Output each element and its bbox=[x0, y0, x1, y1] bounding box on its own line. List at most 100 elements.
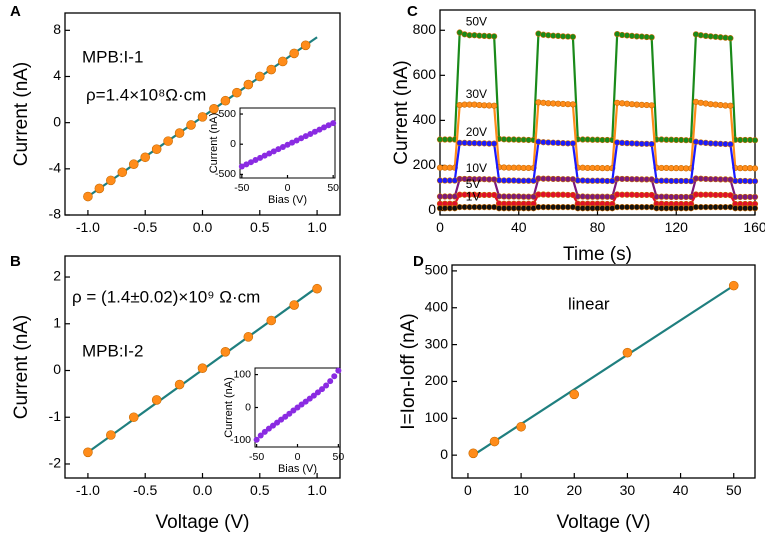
data-point bbox=[727, 35, 734, 42]
y-tick-label: 4 bbox=[53, 67, 61, 83]
data-point bbox=[286, 410, 293, 417]
data-point bbox=[252, 157, 259, 164]
x-tick-label: 0.5 bbox=[250, 219, 270, 235]
data-point bbox=[569, 389, 580, 400]
data-point bbox=[489, 436, 500, 447]
data-point bbox=[298, 135, 305, 142]
y-tick-label: 0 bbox=[245, 401, 251, 413]
y-tick-label: 800 bbox=[413, 21, 437, 37]
y-tick-label: 400 bbox=[425, 298, 449, 314]
x-tick-label: 10 bbox=[513, 482, 529, 498]
annotation: linear bbox=[568, 294, 610, 313]
y-tick-label: -2 bbox=[49, 455, 62, 471]
data-point bbox=[468, 448, 479, 459]
data-point bbox=[331, 373, 338, 380]
data-point bbox=[687, 178, 695, 185]
plot-frame bbox=[439, 9, 756, 216]
x-tick-label: -0.5 bbox=[133, 219, 157, 235]
data-point bbox=[648, 34, 655, 41]
series-label: 10V bbox=[466, 161, 487, 175]
data-point bbox=[243, 79, 254, 90]
y-tick-label: 100 bbox=[425, 409, 449, 425]
data-point bbox=[648, 140, 655, 148]
y-tick-label: -500 bbox=[215, 168, 236, 180]
x-tick-label: -50 bbox=[249, 451, 264, 463]
series-label: 1V bbox=[466, 189, 481, 203]
data-point bbox=[314, 389, 321, 396]
y-tick-label: 100 bbox=[233, 368, 251, 380]
data-point bbox=[751, 165, 759, 172]
data-point bbox=[648, 191, 655, 199]
data-point bbox=[232, 87, 242, 98]
annotation: ρ=1.4×10⁸Ω·cm bbox=[86, 85, 206, 104]
data-point bbox=[289, 48, 299, 59]
data-point bbox=[569, 176, 576, 183]
data-point bbox=[261, 152, 268, 159]
data-point bbox=[106, 175, 116, 186]
data-point bbox=[106, 430, 116, 440]
y-axis-label: Current (nA) bbox=[223, 377, 235, 438]
data-point bbox=[238, 163, 245, 170]
x-tick-label: 0 bbox=[464, 482, 472, 498]
data-point bbox=[266, 315, 277, 326]
data-point bbox=[140, 152, 151, 163]
data-point bbox=[491, 191, 498, 199]
data-point bbox=[569, 140, 576, 147]
x-tick-label: 1.0 bbox=[307, 482, 327, 498]
data-point bbox=[270, 148, 277, 155]
data-point bbox=[323, 382, 330, 389]
data-point bbox=[622, 347, 633, 358]
data-point bbox=[243, 332, 254, 342]
panel-label: C bbox=[407, 3, 418, 20]
series-label: 30V bbox=[466, 87, 487, 101]
y-axis-label: Current (nA) bbox=[208, 113, 220, 174]
y-tick-label: 600 bbox=[413, 66, 437, 82]
x-axis-label: Bias (V) bbox=[278, 463, 317, 475]
x-tick-label: -50 bbox=[234, 182, 249, 194]
data-point bbox=[293, 137, 300, 144]
y-axis-label: Current (nA) bbox=[11, 62, 32, 167]
y-tick-label: 0 bbox=[53, 113, 61, 129]
data-point bbox=[151, 395, 162, 405]
x-tick-label: 20 bbox=[566, 482, 582, 498]
y-tick-label: -100 bbox=[230, 434, 251, 446]
data-point bbox=[319, 386, 326, 393]
panel-label: A bbox=[10, 3, 21, 20]
data-point bbox=[307, 130, 314, 137]
y-axis-label: Current (nA) bbox=[11, 315, 32, 420]
data-point bbox=[247, 159, 254, 166]
data-point bbox=[325, 122, 332, 129]
data-point bbox=[569, 191, 576, 199]
data-point bbox=[327, 378, 334, 385]
data-point bbox=[277, 56, 288, 67]
data-point bbox=[186, 120, 196, 130]
data-point bbox=[491, 33, 498, 40]
data-point bbox=[151, 144, 162, 155]
data-point bbox=[321, 124, 328, 131]
data-point bbox=[289, 300, 299, 310]
y-tick-label: 500 bbox=[218, 108, 236, 120]
data-point bbox=[751, 137, 759, 144]
y-tick-label: 500 bbox=[425, 262, 449, 278]
data-point bbox=[220, 95, 231, 106]
x-tick-label: 50 bbox=[726, 482, 742, 498]
y-axis-label: Current (nA) bbox=[391, 60, 412, 165]
x-tick-label: 0 bbox=[285, 182, 291, 194]
data-point bbox=[727, 141, 734, 148]
data-point bbox=[727, 192, 734, 199]
data-point bbox=[197, 363, 208, 373]
data-point bbox=[83, 191, 93, 202]
y-tick-label: 1 bbox=[53, 314, 61, 330]
y-axis-label: I=Ion-Ioff (nA) bbox=[398, 313, 419, 429]
data-point bbox=[310, 392, 317, 399]
panel-label: B bbox=[10, 253, 21, 270]
data-point bbox=[311, 128, 318, 135]
x-tick-label: -1.0 bbox=[76, 219, 100, 235]
data-point bbox=[209, 104, 219, 114]
series-label: 50V bbox=[466, 15, 487, 29]
panel-label: D bbox=[413, 253, 424, 270]
data-point bbox=[751, 178, 759, 185]
y-tick-label: -8 bbox=[49, 206, 62, 222]
data-point bbox=[128, 412, 139, 423]
